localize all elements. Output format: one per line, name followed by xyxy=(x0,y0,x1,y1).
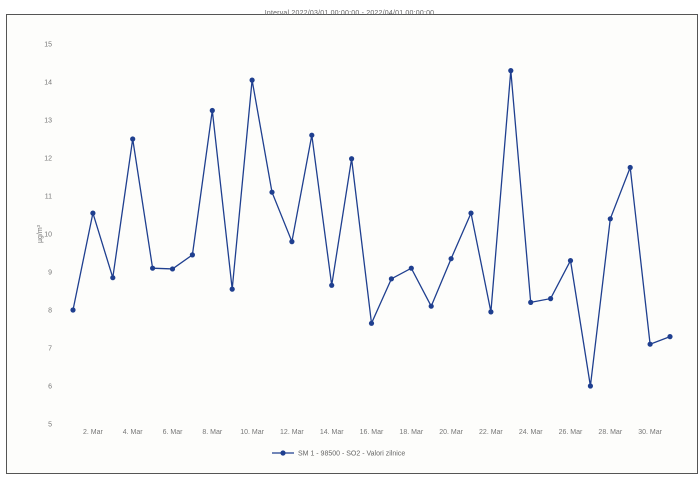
data-point[interactable] xyxy=(488,309,494,315)
data-point[interactable] xyxy=(150,265,156,271)
x-tick-label: 18. Mar xyxy=(399,429,423,436)
x-tick-label: 22. Mar xyxy=(479,429,503,436)
data-point[interactable] xyxy=(567,258,574,264)
x-tick-label: 20. Mar xyxy=(439,429,463,436)
data-point[interactable] xyxy=(309,132,315,138)
data-point[interactable] xyxy=(508,68,514,74)
series-line xyxy=(72,70,671,387)
x-tick-label: 10. Mar xyxy=(240,429,264,436)
x-tick-label: 4. Mar xyxy=(123,429,144,436)
y-tick-label: 8 xyxy=(48,308,52,315)
data-point[interactable] xyxy=(607,216,613,222)
y-tick-label: 7 xyxy=(48,346,52,353)
chart-title: Interval 2022/03/01 00:00:00 - 2022/04/0… xyxy=(264,10,435,17)
legend[interactable]: SM 1 - 98500 - SO2 - Valori zilnice xyxy=(272,450,405,458)
x-tick-label: 2. Mar xyxy=(83,429,104,436)
data-point[interactable] xyxy=(249,77,255,83)
data-point[interactable] xyxy=(269,189,275,195)
y-tick-label: 6 xyxy=(48,384,52,391)
data-point[interactable] xyxy=(289,239,295,245)
y-tick-label: 12 xyxy=(44,156,52,163)
data-point[interactable] xyxy=(647,341,653,347)
y-tick-label: 14 xyxy=(44,80,52,87)
y-tick-label: 13 xyxy=(44,118,52,125)
data-point[interactable] xyxy=(110,275,116,281)
x-tick-label: 8. Mar xyxy=(202,429,223,436)
data-point[interactable] xyxy=(169,266,176,272)
x-axis: 2. Mar 4. Mar 6. Mar 8. Mar 10. Mar 12. Mar 14… xyxy=(83,429,663,436)
data-point[interactable] xyxy=(189,252,195,258)
y-tick-label: 5 xyxy=(48,422,52,429)
data-point[interactable] xyxy=(667,334,673,340)
y-tick-label: 9 xyxy=(48,270,52,277)
data-point[interactable] xyxy=(587,383,594,389)
data-point[interactable] xyxy=(428,303,434,309)
data-point[interactable] xyxy=(468,210,474,216)
x-tick-label: 6. Mar xyxy=(163,429,184,436)
data-point[interactable] xyxy=(388,276,394,282)
x-tick-label: 26. Mar xyxy=(559,429,583,436)
y-axis: 5 6 7 8 9 10 11 12 13 14 15 xyxy=(44,42,52,429)
data-point[interactable] xyxy=(349,156,355,162)
x-tick-label: 24. Mar xyxy=(519,429,543,436)
data-point[interactable] xyxy=(209,107,215,114)
chart-frame xyxy=(6,14,698,474)
data-point[interactable] xyxy=(548,296,554,302)
data-point[interactable] xyxy=(528,299,534,305)
x-tick-label: 14. Mar xyxy=(320,429,344,436)
y-axis-label: µg/m³ xyxy=(37,224,44,243)
series-layer xyxy=(70,68,673,389)
x-tick-label: 30. Mar xyxy=(638,429,662,436)
legend-label: SM 1 - 98500 - SO2 - Valori zilnice xyxy=(298,451,405,458)
data-point[interactable] xyxy=(70,307,76,313)
data-point[interactable] xyxy=(448,256,454,262)
legend-marker xyxy=(280,450,286,456)
x-tick-label: 28. Mar xyxy=(598,429,622,436)
x-tick-label: 12. Mar xyxy=(280,429,304,436)
data-point[interactable] xyxy=(229,286,235,292)
y-tick-label: 10 xyxy=(44,232,52,239)
y-tick-label: 15 xyxy=(44,42,52,49)
x-tick-label: 16. Mar xyxy=(360,429,384,436)
data-point[interactable] xyxy=(130,136,136,142)
data-point[interactable] xyxy=(90,210,96,216)
data-point[interactable] xyxy=(368,320,375,326)
y-tick-label: 11 xyxy=(45,194,52,201)
data-point[interactable] xyxy=(408,265,414,271)
data-point[interactable] xyxy=(627,164,633,171)
data-point[interactable] xyxy=(329,282,335,288)
